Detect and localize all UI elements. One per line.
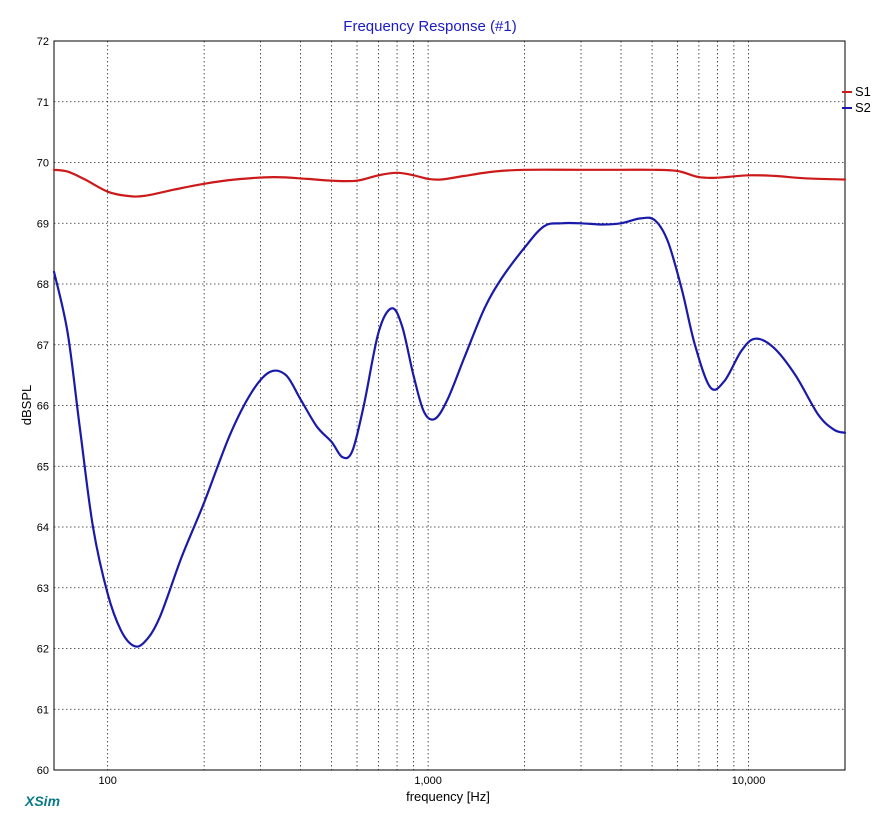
x-tick-label: 10,000 [732,775,766,787]
y-tick-label: 66 [37,401,49,413]
y-tick-label: 72 [37,36,49,48]
y-tick-label: 61 [37,704,49,716]
series-layer [52,168,847,648]
series-line-s2 [52,216,847,648]
series-line-s1 [52,168,847,198]
x-tick-label: 100 [98,775,116,787]
xsim-brand-logo: XSim [24,793,60,809]
x-tick-labels: 100 1,000 10,000 [98,775,765,787]
y-tick-label: 63 [37,583,49,595]
y-axis-label: dBSPL [19,385,34,425]
x-tick-label: 1,000 [414,775,442,787]
chart-title: Frequency Response (#1) [343,18,516,35]
legend-label-s2[interactable]: S2 [855,100,871,115]
y-tick-label: 70 [37,158,49,170]
y-tick-label: 67 [37,340,49,352]
y-tick-label: 60 [37,765,49,777]
plot-area-border [53,40,846,771]
x-axis-label: frequency [Hz] [406,789,490,804]
y-tick-label: 68 [37,279,49,291]
y-tick-label: 65 [37,461,49,473]
grid-layer [54,41,845,770]
y-tick-label: 71 [37,97,49,109]
y-tick-label: 69 [37,218,49,230]
legend-label-s1[interactable]: S1 [855,84,871,99]
y-tick-label: 62 [37,644,49,656]
y-tick-labels: 60 61 62 63 64 65 66 67 68 69 70 71 72 [37,36,49,777]
y-tick-label: 64 [37,522,49,534]
